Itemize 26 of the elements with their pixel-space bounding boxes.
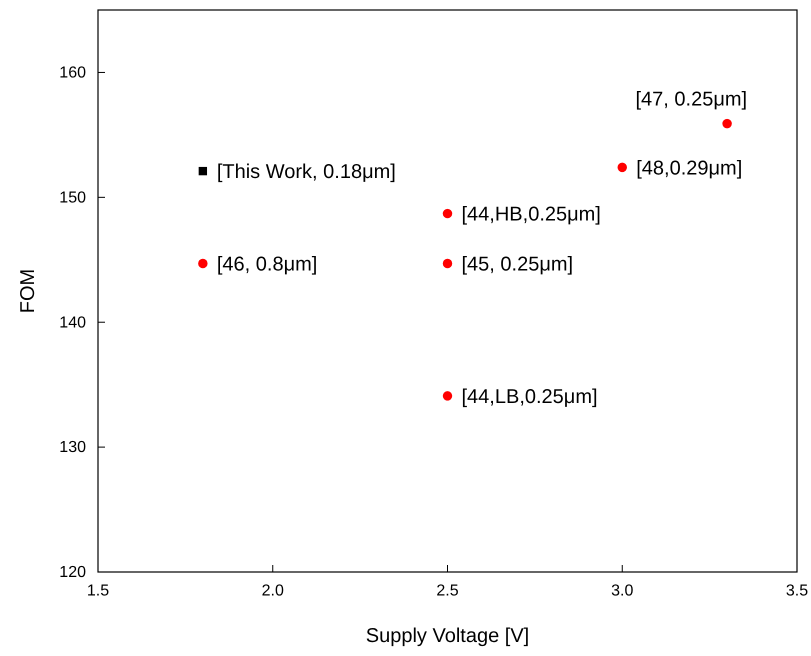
y-tick-label: 160	[59, 64, 86, 82]
point	[442, 258, 452, 268]
annotation: [44,LB,0.25μm]	[462, 386, 598, 408]
y-tick-label: 120	[59, 564, 86, 582]
x-axis-title: Supply Voltage [V]	[366, 625, 530, 647]
point	[198, 166, 208, 176]
annotation: [48,0.29μm]	[636, 157, 742, 180]
annotation: [This Work, 0.18μm]	[216, 161, 396, 184]
y-tick-label: 140	[59, 314, 86, 332]
point	[442, 208, 452, 218]
x-tick-label: 3.5	[786, 582, 808, 600]
annotation: [44,HB,0.25μm]	[462, 204, 601, 226]
annotation: [45, 0.25μm]	[462, 254, 574, 276]
x-tick-label: 3.0	[611, 582, 634, 600]
y-tick-label: 130	[59, 439, 86, 456]
point	[442, 391, 452, 401]
annotation: [47, 0.25μm]	[636, 88, 748, 111]
annotation: [46, 0.8μm]	[216, 254, 318, 276]
x-tick-label: 2.0	[262, 582, 284, 600]
point	[198, 258, 208, 268]
y-tick-label: 150	[59, 189, 86, 206]
point	[618, 162, 627, 172]
x-tick-label: 2.5	[436, 582, 459, 600]
y-axis-title: FOM	[17, 268, 39, 314]
x-tick-label: 1.5	[86, 582, 110, 600]
point	[722, 118, 732, 128]
